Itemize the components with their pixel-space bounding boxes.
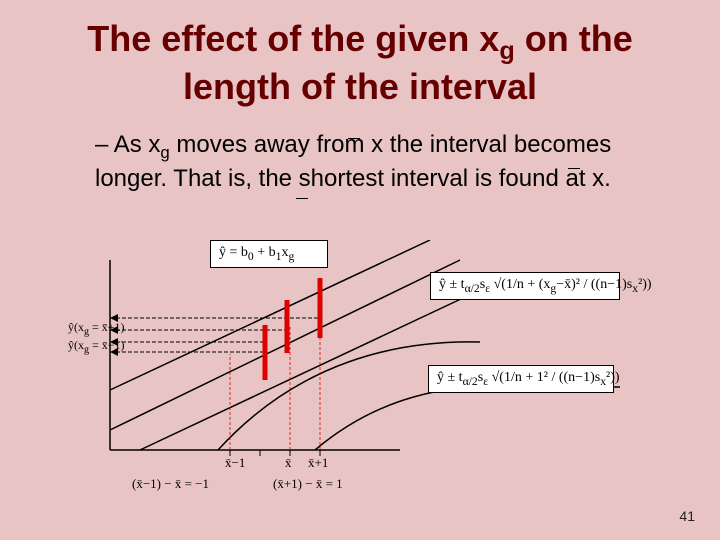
- xtick-label-2: x̄: [285, 455, 292, 471]
- eq-interval-at-1: ŷ ± tα/2sε √(1/n + 1² / ((n−1)sx²)): [428, 365, 614, 393]
- bullet-text: – As xg moves away from x the interval b…: [95, 130, 655, 194]
- diff-label-2: (x̄+1) − x̄ = 1: [273, 476, 343, 492]
- xbar-overline-2: [568, 168, 580, 169]
- y-label-1: ŷ(xg = x̄+1): [68, 320, 125, 337]
- y-label-2: ŷ(xg = x̄−1): [68, 338, 125, 355]
- slide-title: The effect of the given xg on the length…: [60, 18, 660, 108]
- figure: ŷ = b0 + b1xg ŷ ± tα/2sε √(1/n + (xg−x̄)…: [80, 240, 640, 500]
- xbar-overline-1: [348, 138, 360, 139]
- page-number: 41: [679, 508, 695, 524]
- xtick-label-1: x̄−1: [225, 455, 245, 471]
- diff-label-1: (x̄−1) − x̄ = −1: [132, 476, 209, 492]
- eq-prediction-interval: ŷ ± tα/2sε √(1/n + (xg−x̄)² / ((n−1)sx²)…: [430, 272, 620, 300]
- xbar-overline-3: [296, 198, 308, 199]
- eq-regression-line: ŷ = b0 + b1xg: [210, 240, 328, 268]
- slide: The effect of the given xg on the length…: [0, 0, 720, 540]
- xtick-label-3: x̄+1: [308, 455, 328, 471]
